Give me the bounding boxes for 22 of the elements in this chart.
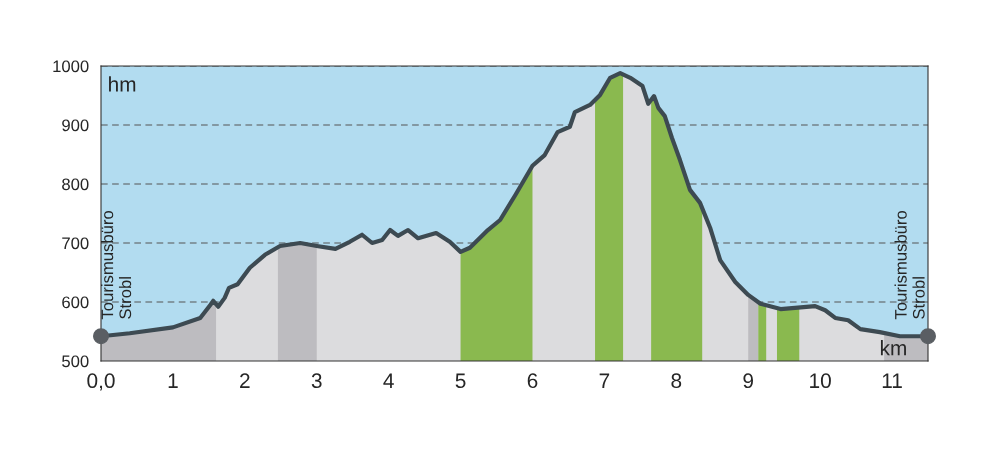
- y-tick-label: 800: [62, 178, 89, 191]
- x-tick-label: 9: [743, 373, 754, 389]
- annotation: Tourismusbüro Strobl: [101, 210, 132, 320]
- x-tick-label: 10: [810, 373, 831, 389]
- x-tick-label: 1: [168, 373, 178, 388]
- y-tick-label: 700: [62, 237, 89, 250]
- x-tick-label: 11: [882, 373, 902, 388]
- x-tick-label: 6: [527, 373, 538, 389]
- x-tick-label: 5: [455, 373, 466, 389]
- x-tick-label: 7: [599, 373, 610, 388]
- y-tick-label: 500: [62, 355, 89, 368]
- x-tick-label: 2: [240, 373, 250, 388]
- x-tick-label: 0,0: [87, 373, 115, 391]
- x-tick-label: 4: [383, 373, 394, 388]
- annotation: Tourismusbüro Strobl: [894, 210, 925, 320]
- y-tick-label: 900: [62, 119, 89, 132]
- y-tick-label: 1000: [53, 60, 89, 73]
- x-tick-label: 3: [311, 373, 322, 389]
- y-axis-title: hm: [109, 76, 136, 92]
- x-tick-label: 8: [671, 373, 682, 389]
- y-tick-label: 600: [62, 296, 89, 309]
- x-axis-title: km: [880, 340, 906, 356]
